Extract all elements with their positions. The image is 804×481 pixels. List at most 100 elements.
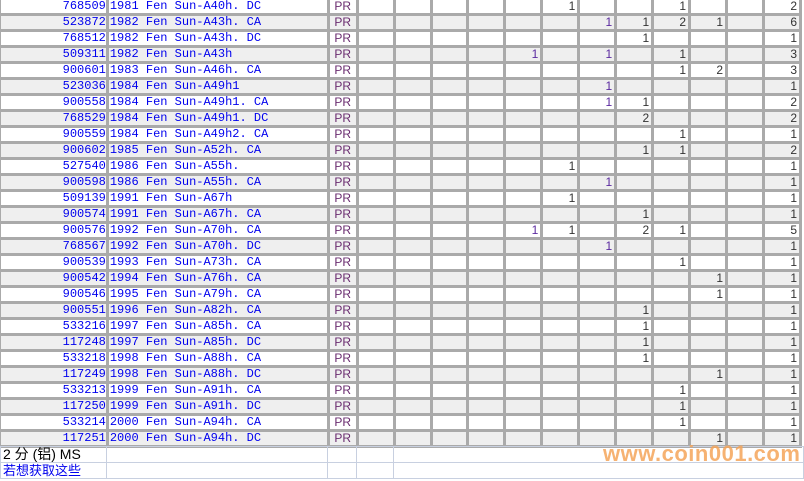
total-cell[interactable]: 1: [761, 269, 803, 288]
count-cell[interactable]: 1: [651, 253, 692, 272]
count-cell[interactable]: 2: [614, 109, 655, 128]
count-cell[interactable]: 1: [614, 13, 655, 32]
count-cell[interactable]: 1: [614, 205, 655, 224]
count-cell[interactable]: 1: [688, 285, 729, 304]
coin-description-link[interactable]: 1995 Fen Sun-A79h. CA: [105, 285, 330, 304]
coin-id-link[interactable]: 533216: [0, 317, 109, 336]
count-cell[interactable]: 1: [614, 29, 655, 48]
coin-id-link[interactable]: 509311: [0, 45, 109, 64]
coin-description-link[interactable]: 1986 Fen Sun-A55h.: [105, 157, 330, 176]
coin-id-link[interactable]: 117251: [0, 429, 109, 448]
coin-id-link[interactable]: 900602: [0, 141, 109, 160]
count-cell[interactable]: 1: [614, 141, 655, 160]
coin-description-link[interactable]: 1996 Fen Sun-A82h. CA: [105, 301, 330, 320]
total-cell[interactable]: 1: [761, 429, 803, 448]
total-cell[interactable]: 1: [761, 77, 803, 96]
total-cell[interactable]: 1: [761, 189, 803, 208]
total-cell[interactable]: 6: [761, 13, 803, 32]
total-cell[interactable]: 5: [761, 221, 803, 240]
count-cell[interactable]: 1: [651, 125, 692, 144]
coin-id-link[interactable]: 900558: [0, 93, 109, 112]
total-cell[interactable]: 3: [761, 45, 803, 64]
coin-description-link[interactable]: 1984 Fen Sun-A49h1. DC: [105, 109, 330, 128]
coin-id-link[interactable]: 768529: [0, 109, 109, 128]
total-cell[interactable]: 1: [761, 205, 803, 224]
coin-id-link[interactable]: 768512: [0, 29, 109, 48]
total-cell[interactable]: 2: [761, 0, 803, 16]
coin-description-link[interactable]: 1992 Fen Sun-A70h. CA: [105, 221, 330, 240]
coin-description-link[interactable]: 2000 Fen Sun-A94h. CA: [105, 413, 330, 432]
coin-description-link[interactable]: 1982 Fen Sun-A43h. DC: [105, 29, 330, 48]
count-cell[interactable]: 1: [688, 429, 729, 448]
coin-id-link[interactable]: 768567: [0, 237, 109, 256]
coin-description-link[interactable]: 1998 Fen Sun-A88h. DC: [105, 365, 330, 384]
coin-id-link[interactable]: 533213: [0, 381, 109, 400]
get-these-link[interactable]: 若想获取这些: [3, 463, 82, 478]
total-cell[interactable]: 1: [761, 237, 803, 256]
count-cell[interactable]: 2: [651, 13, 692, 32]
coin-description-link[interactable]: 1984 Fen Sun-A49h1. CA: [105, 93, 330, 112]
total-cell[interactable]: 3: [761, 61, 803, 80]
total-cell[interactable]: 2: [761, 109, 803, 128]
count-cell[interactable]: 1: [577, 93, 618, 112]
coin-description-link[interactable]: 1984 Fen Sun-A49h2. CA: [105, 125, 330, 144]
coin-id-link[interactable]: 900539: [0, 253, 109, 272]
count-cell[interactable]: 1: [688, 13, 729, 32]
total-cell[interactable]: 1: [761, 365, 803, 384]
coin-id-link[interactable]: 900576: [0, 221, 109, 240]
coin-id-link[interactable]: 117248: [0, 333, 109, 352]
count-cell[interactable]: 1: [577, 13, 618, 32]
count-cell[interactable]: 1: [651, 221, 692, 240]
coin-description-link[interactable]: 1994 Fen Sun-A76h. CA: [105, 269, 330, 288]
count-cell[interactable]: 1: [540, 157, 581, 176]
coin-id-link[interactable]: 900559: [0, 125, 109, 144]
count-cell[interactable]: 2: [688, 61, 729, 80]
coin-id-link[interactable]: 533214: [0, 413, 109, 432]
coin-description-link[interactable]: 1983 Fen Sun-A46h. CA: [105, 61, 330, 80]
count-cell[interactable]: 1: [651, 45, 692, 64]
count-cell[interactable]: 1: [614, 317, 655, 336]
coin-description-link[interactable]: 1984 Fen Sun-A49h1: [105, 77, 330, 96]
total-cell[interactable]: 1: [761, 285, 803, 304]
coin-id-link[interactable]: 900551: [0, 301, 109, 320]
coin-description-link[interactable]: 1999 Fen Sun-A91h. CA: [105, 381, 330, 400]
count-cell[interactable]: 1: [614, 93, 655, 112]
count-cell[interactable]: 1: [577, 45, 618, 64]
count-cell[interactable]: 1: [503, 221, 544, 240]
count-cell[interactable]: 1: [651, 381, 692, 400]
count-cell[interactable]: 1: [540, 221, 581, 240]
coin-id-link[interactable]: 527540: [0, 157, 109, 176]
count-cell[interactable]: 1: [614, 333, 655, 352]
count-cell[interactable]: 1: [540, 189, 581, 208]
total-cell[interactable]: 1: [761, 349, 803, 368]
coin-description-link[interactable]: 1982 Fen Sun-A43h: [105, 45, 330, 64]
coin-description-link[interactable]: 2000 Fen Sun-A94h. DC: [105, 429, 330, 448]
coin-description-link[interactable]: 1999 Fen Sun-A91h. DC: [105, 397, 330, 416]
total-cell[interactable]: 1: [761, 413, 803, 432]
count-cell[interactable]: 1: [651, 61, 692, 80]
coin-id-link[interactable]: 509139: [0, 189, 109, 208]
coin-id-link[interactable]: 523036: [0, 77, 109, 96]
total-cell[interactable]: 1: [761, 301, 803, 320]
coin-description-link[interactable]: 1997 Fen Sun-A85h. CA: [105, 317, 330, 336]
total-cell[interactable]: 1: [761, 253, 803, 272]
count-cell[interactable]: 1: [651, 0, 692, 16]
count-cell[interactable]: 1: [577, 77, 618, 96]
coin-id-link[interactable]: 117250: [0, 397, 109, 416]
total-cell[interactable]: 1: [761, 397, 803, 416]
count-cell[interactable]: 1: [614, 301, 655, 320]
count-cell[interactable]: 1: [503, 45, 544, 64]
coin-id-link[interactable]: 900574: [0, 205, 109, 224]
total-cell[interactable]: 1: [761, 157, 803, 176]
coin-description-link[interactable]: 1982 Fen Sun-A43h. CA: [105, 13, 330, 32]
coin-id-link[interactable]: 900601: [0, 61, 109, 80]
coin-description-link[interactable]: 1997 Fen Sun-A85h. DC: [105, 333, 330, 352]
coin-description-link[interactable]: 1991 Fen Sun-A67h. CA: [105, 205, 330, 224]
coin-id-link[interactable]: 900598: [0, 173, 109, 192]
total-cell[interactable]: 1: [761, 125, 803, 144]
count-cell[interactable]: 1: [688, 365, 729, 384]
count-cell[interactable]: 1: [651, 141, 692, 160]
coin-description-link[interactable]: 1985 Fen Sun-A52h. CA: [105, 141, 330, 160]
total-cell[interactable]: 1: [761, 333, 803, 352]
count-cell[interactable]: 2: [614, 221, 655, 240]
